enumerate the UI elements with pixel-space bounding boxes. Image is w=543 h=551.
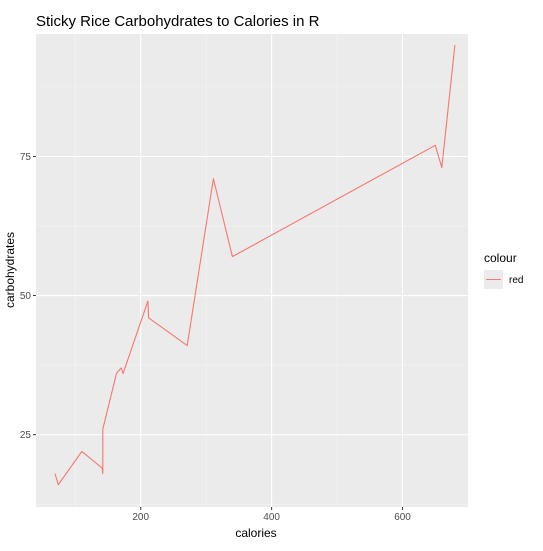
series-layer — [54, 45, 456, 486]
x-tick-label: 400 — [263, 512, 280, 523]
series-line-red — [54, 45, 456, 486]
y-tick-label: 75 — [20, 152, 32, 163]
plot-panel — [36, 34, 468, 507]
y-axis-title: carbohydrates — [3, 232, 17, 308]
chart-title: Sticky Rice Carbohydrates to Calories in… — [36, 13, 320, 30]
legend-label-red: red — [509, 275, 523, 286]
y-tick-label: 50 — [20, 291, 32, 302]
x-tick-label: 600 — [394, 512, 411, 523]
minor-gridlines — [36, 34, 468, 507]
x-tick-label: 200 — [132, 512, 149, 523]
axis-ticks: 200 400 600 25 50 75 — [20, 152, 411, 523]
x-axis-title: calories — [235, 526, 276, 540]
legend: colour red — [484, 251, 523, 289]
legend-title: colour — [484, 251, 517, 265]
major-gridlines — [36, 34, 468, 507]
y-tick-label: 25 — [20, 430, 32, 441]
